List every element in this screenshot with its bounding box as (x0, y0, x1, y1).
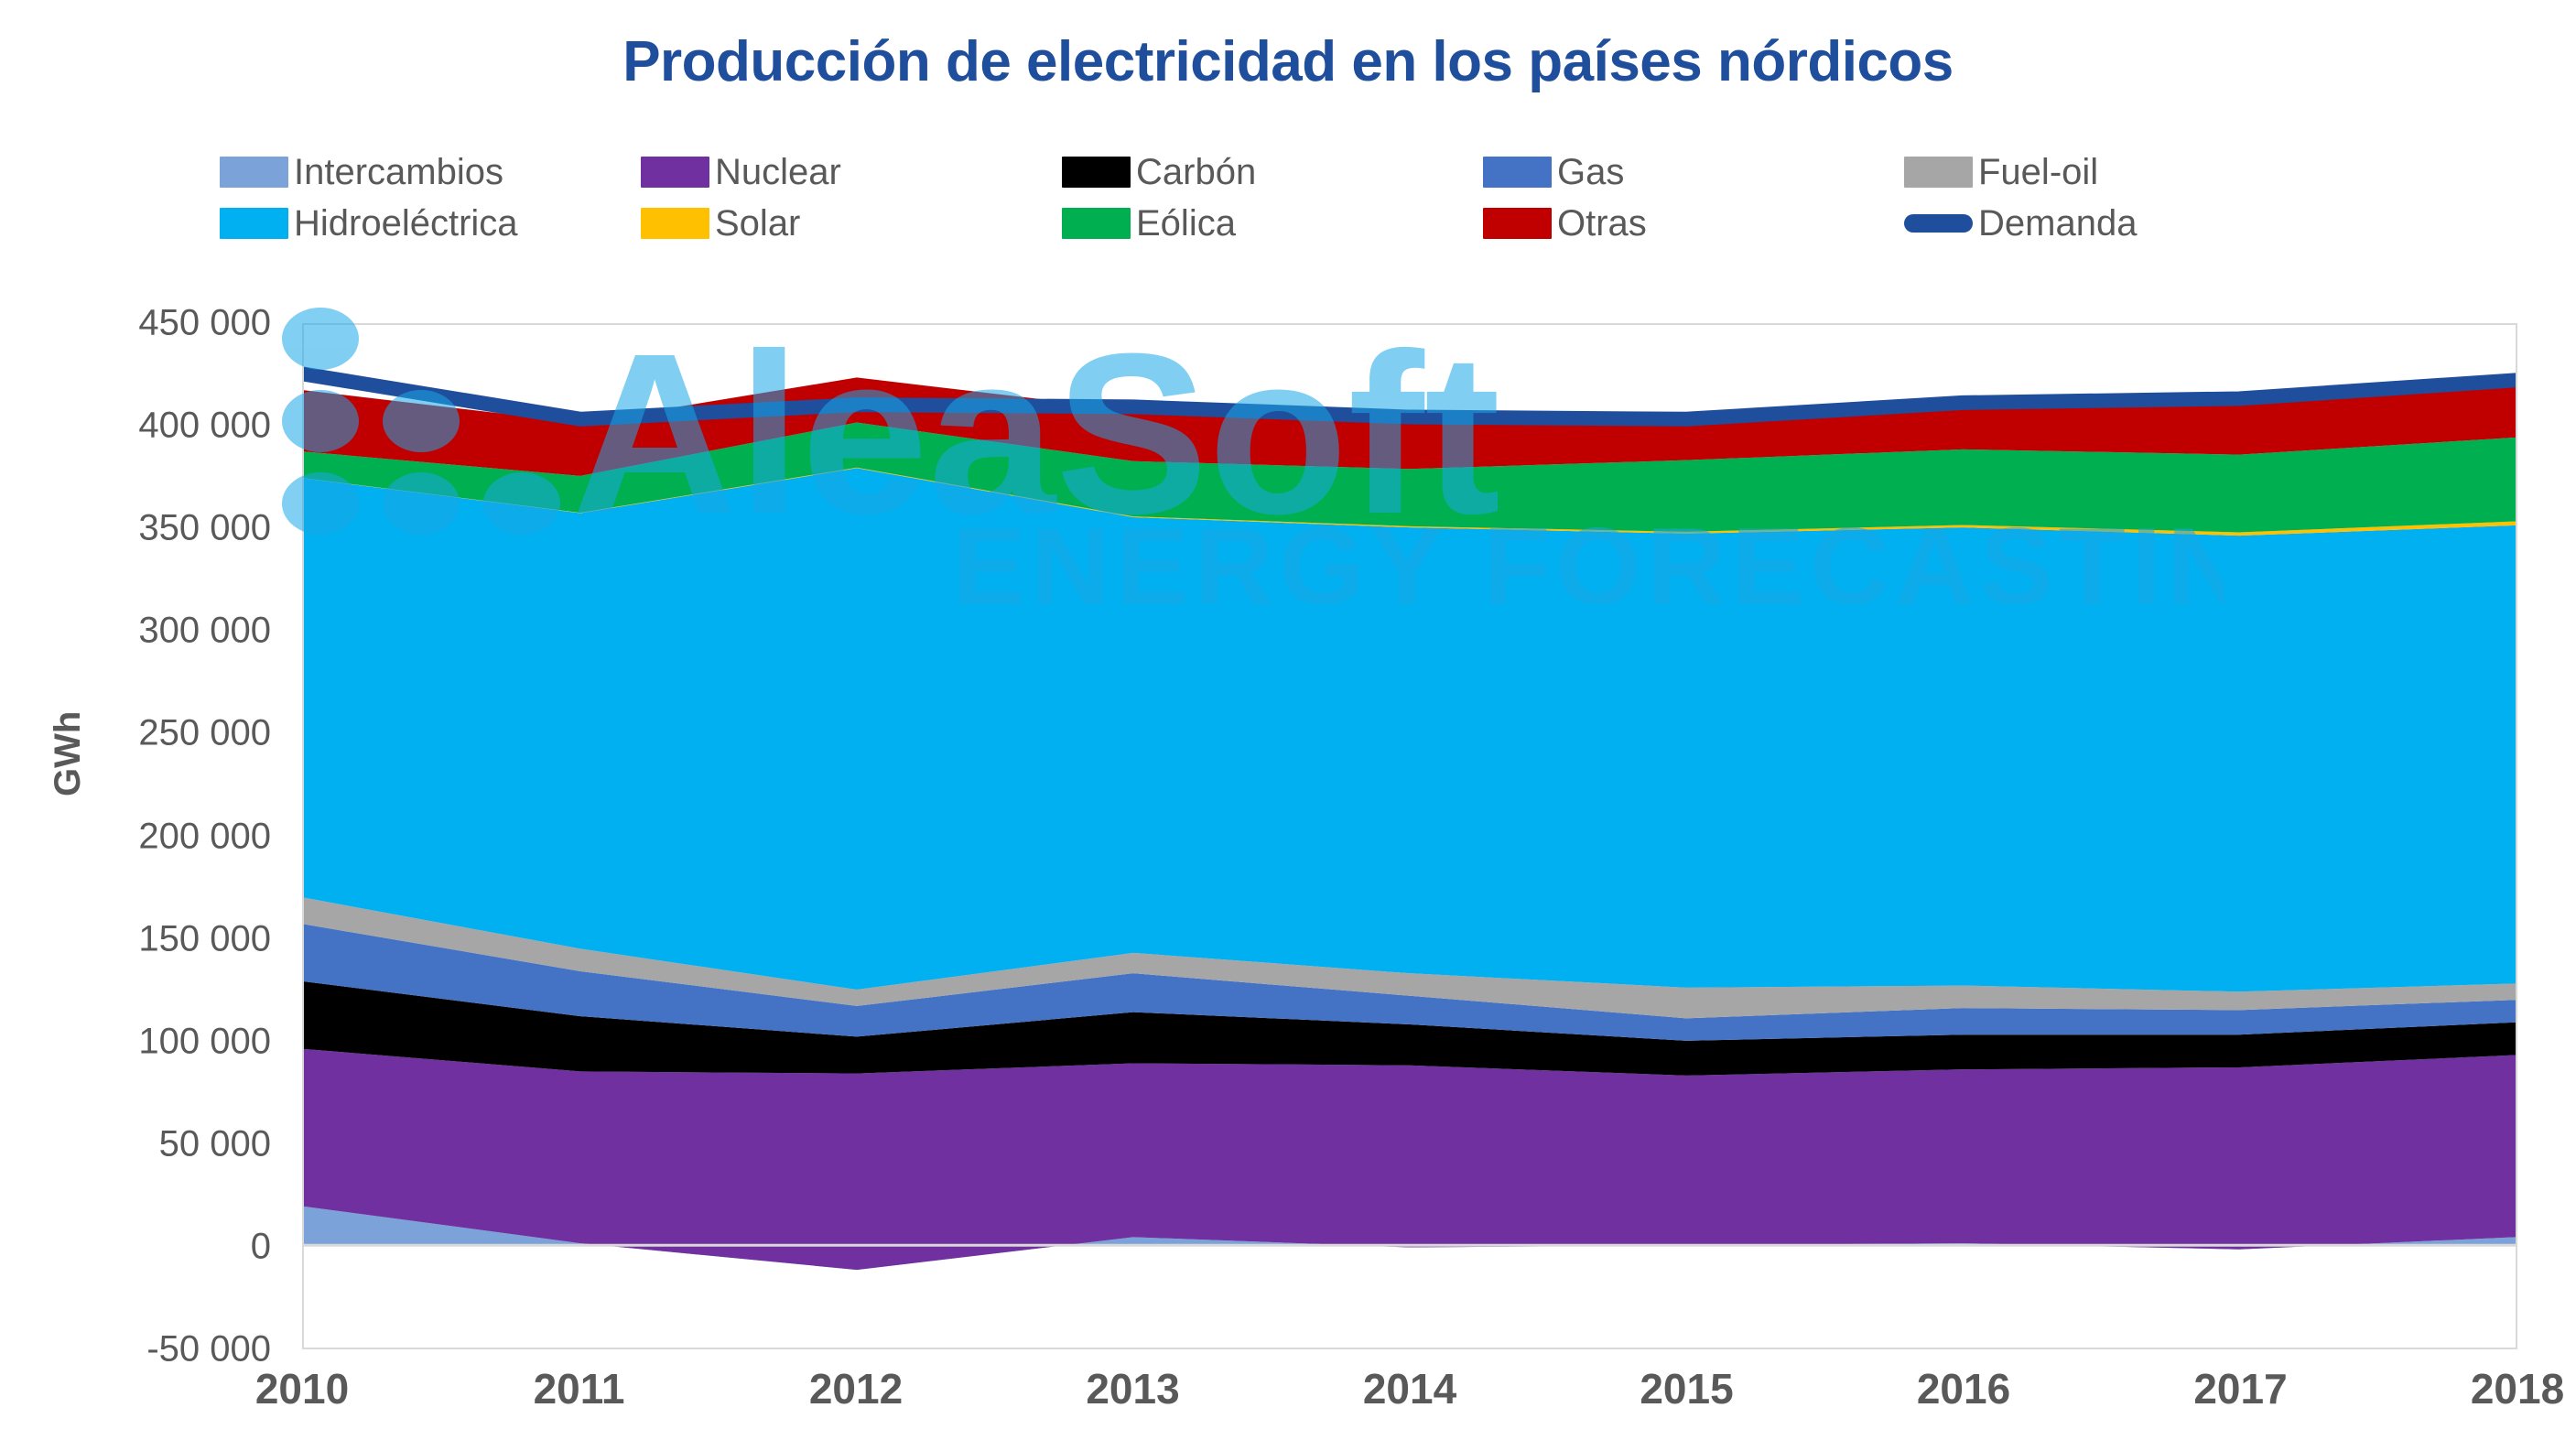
legend-swatch-icon (641, 208, 709, 239)
legend-label: Nuclear (715, 152, 841, 192)
x-axis-tick-label: 2014 (1362, 1365, 1457, 1413)
legend-label: Intercambios (294, 152, 503, 192)
legend-item-demanda[interactable]: Demanda (1904, 205, 2325, 242)
y-axis-tick-label: 200 000 (138, 816, 271, 856)
stacked-area-plot (304, 366, 2516, 1271)
legend-swatch-icon (1904, 214, 1973, 233)
legend-item-eolica[interactable]: Eólica (1062, 205, 1483, 242)
legend-swatch-icon (1062, 157, 1131, 188)
area-series-hidroel-ctrica (304, 468, 2516, 992)
x-axis-tick-label: 2013 (1086, 1365, 1180, 1413)
y-axis-title: GWh (48, 710, 88, 796)
legend-swatch-icon (220, 157, 288, 188)
area-series-gas (304, 924, 2516, 1041)
legend-swatch-icon (1483, 208, 1552, 239)
legend-item-fuel-oil[interactable]: Fuel-oil (1904, 154, 2325, 190)
x-axis-tick-label: 2015 (1640, 1365, 1734, 1413)
x-axis: 2010 2011 2012 2013 2014 2015 2016 2017 2018 (255, 1364, 2564, 1428)
y-axis-tick-label: 50 000 (158, 1123, 271, 1164)
y-axis-tick-label: 300 000 (138, 610, 271, 651)
y-axis-tick-label: 400 000 (138, 405, 271, 446)
chart-legend: Intercambios Nuclear Carbón Gas Fuel-oil (220, 154, 2325, 242)
legend-item-nuclear[interactable]: Nuclear (641, 154, 1062, 190)
legend-item-carbon[interactable]: Carbón (1062, 154, 1483, 190)
legend-label: Solar (715, 203, 801, 244)
page-title: Producción de electricidad en los países… (622, 30, 1954, 93)
legend-swatch-icon (220, 208, 288, 239)
y-axis-tick-label: 250 000 (138, 712, 271, 753)
legend-swatch-icon (1062, 208, 1131, 239)
x-axis-tick-label: 2010 (254, 1365, 350, 1413)
legend-swatch-icon (1904, 157, 1973, 188)
plot-area (302, 323, 2517, 1349)
legend-swatch-icon (1483, 157, 1552, 188)
legend-item-intercambios[interactable]: Intercambios (220, 154, 641, 190)
legend-label: Demanda (1978, 203, 2138, 244)
legend-swatch-icon (641, 157, 709, 188)
y-axis-tick-label: 0 (250, 1226, 271, 1267)
area-series-nuclear (304, 1048, 2516, 1271)
legend-label: Gas (1557, 152, 1625, 192)
area-series-e-lica (304, 422, 2516, 533)
x-axis-tick-label: 2017 (2193, 1365, 2288, 1413)
x-axis-tick-label: 2016 (1916, 1365, 2011, 1413)
x-axis-tick-label: 2012 (808, 1365, 904, 1413)
area-series-fuel-oil (304, 897, 2516, 1019)
plot-frame (302, 323, 2517, 1349)
legend-item-otras[interactable]: Otras (1483, 205, 1904, 242)
line-series-demanda (304, 366, 2516, 427)
x-axis-tick-label: 2018 (2470, 1365, 2565, 1413)
x-axis-tick-label: 2011 (533, 1365, 625, 1413)
legend-label: Hidroeléctrica (294, 203, 518, 244)
legend-item-solar[interactable]: Solar (641, 205, 1062, 242)
y-axis-tick-label: 150 000 (138, 918, 271, 959)
legend-label: Eólica (1136, 203, 1236, 244)
legend-row-2: Hidroeléctrica Solar Eólica Otras Demand… (220, 205, 2325, 242)
legend-label: Fuel-oil (1978, 152, 2099, 192)
legend-label: Otras (1557, 203, 1647, 244)
legend-item-hidroelectrica[interactable]: Hidroeléctrica (220, 205, 641, 242)
y-axis-tick-label: 450 000 (138, 302, 271, 343)
y-axis-tick-label: 350 000 (138, 507, 271, 548)
y-axis-tick-label: -50 000 (146, 1328, 271, 1370)
area-series-carb-n (304, 981, 2516, 1076)
legend-label: Carbón (1136, 152, 1257, 192)
legend-item-gas[interactable]: Gas (1483, 154, 1904, 190)
y-axis-tick-label: 100 000 (138, 1021, 271, 1062)
legend-row-1: Intercambios Nuclear Carbón Gas Fuel-oil (220, 154, 2325, 190)
y-axis: 450 000 400 000 350 000 300 000 250 000 200 0… (55, 303, 284, 1370)
